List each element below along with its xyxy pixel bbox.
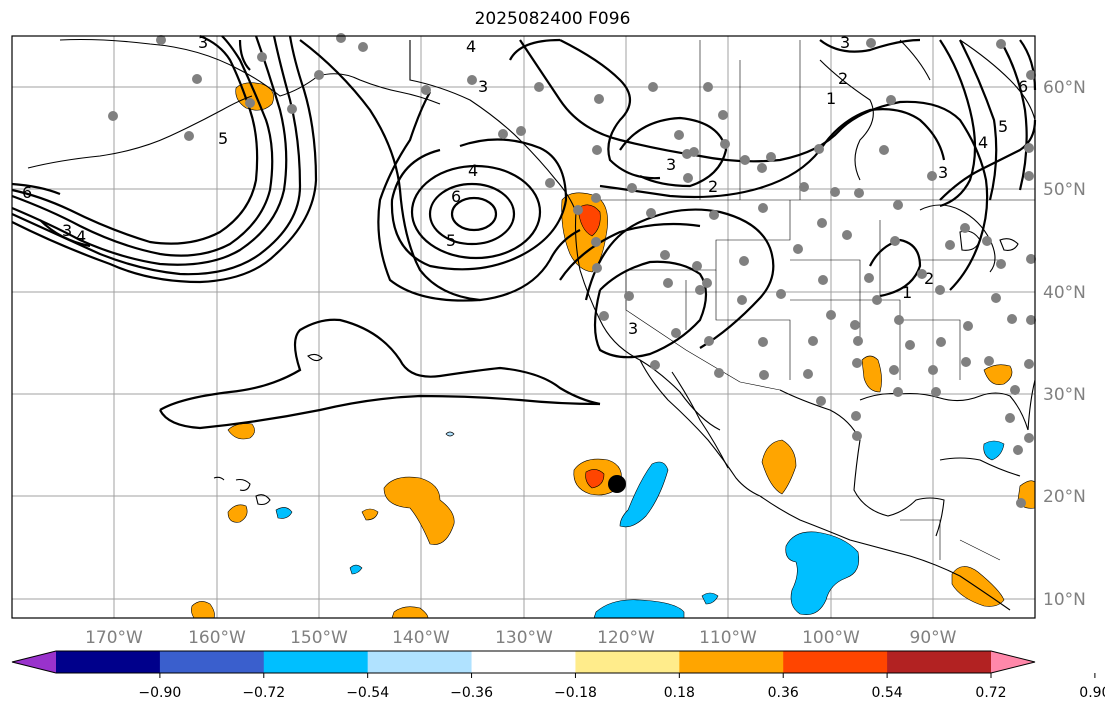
colorbar-swatch <box>367 651 473 673</box>
colorbar-swatch <box>159 651 265 673</box>
colorbar-swatch-extend-low <box>12 651 56 673</box>
lon-label: 100°W <box>802 628 860 648</box>
colorbar-tick-label: −0.36 <box>450 685 493 701</box>
colorbar-swatch <box>679 651 784 673</box>
contour-label: 3 <box>840 33 850 52</box>
map-title: 2025082400 F096 <box>474 9 631 29</box>
contour-label: 3 <box>198 33 208 52</box>
contour-label: 4 <box>466 37 476 56</box>
colorbar-swatch <box>887 651 992 673</box>
longitude-labels: 170°W 160°W 150°W 140°W 130°W 120°W 110°… <box>85 628 957 648</box>
contour-label: 4 <box>468 161 478 180</box>
contour-label: 5 <box>218 129 228 148</box>
contour-label: 3 <box>666 155 676 174</box>
colorbar-tick-label: 0.36 <box>768 685 799 701</box>
colorbar-swatch <box>263 651 369 673</box>
lat-label: 20°N <box>1043 487 1086 507</box>
colorbar-tick-label: 0.72 <box>975 685 1006 701</box>
stations <box>108 33 1036 508</box>
colorbar-swatch <box>471 651 576 673</box>
lon-label: 120°W <box>597 628 655 648</box>
contour-label: 3 <box>938 163 948 182</box>
colorbar-tick-label: −0.90 <box>138 685 181 701</box>
lat-label: 30°N <box>1043 385 1086 405</box>
contour-label: 3 <box>628 319 638 338</box>
lon-label: 140°W <box>392 628 450 648</box>
colorbar-outline <box>11 650 1036 674</box>
contour-label: 5 <box>446 231 456 250</box>
location-marker[interactable] <box>608 475 626 493</box>
contour-label: 6 <box>1018 77 1028 96</box>
colorbar-tick-label: 0.54 <box>872 685 903 701</box>
colorbar-tick-label: 0.90 <box>1079 685 1105 701</box>
lon-label: 150°W <box>290 628 348 648</box>
colorbar-swatch <box>575 651 680 673</box>
lon-label: 130°W <box>495 628 553 648</box>
contour-label: 3 <box>62 221 72 240</box>
contour-label: 6 <box>451 187 461 206</box>
lon-label: 110°W <box>699 628 757 648</box>
contour-label: 2 <box>708 177 718 196</box>
lat-label: 40°N <box>1043 283 1086 303</box>
lon-label: 160°W <box>188 628 246 648</box>
lon-label: 170°W <box>85 628 143 648</box>
colorbar-swatches <box>11 650 1036 674</box>
contour-label-set: 6 3 4 5 3 4 3 4 6 5 3 3 2 2 1 3 3 2 1 4 … <box>22 33 1028 338</box>
contour-label: 5 <box>998 117 1008 136</box>
lon-label: 90°W <box>910 628 957 648</box>
lat-label: 50°N <box>1043 180 1086 200</box>
contour-label: 2 <box>838 69 848 88</box>
contour-label: 6 <box>22 183 32 202</box>
contour-label: 3 <box>478 77 488 96</box>
contour-label: 4 <box>76 227 86 246</box>
colorbar-swatch <box>56 651 161 673</box>
colorbar-ticks: −0.90 −0.72 −0.54 −0.36 −0.18 0.18 0.36 0.54 0.7… <box>138 673 1105 701</box>
contour-label: 4 <box>978 133 988 152</box>
colorbar: −0.90 −0.72 −0.54 −0.36 −0.18 0.18 0.36 0.54 0.7… <box>11 650 1105 701</box>
contour-label: 1 <box>826 89 836 108</box>
colorbar-tick-label: 0.18 <box>664 685 695 701</box>
latitude-labels: 60°N 50°N 40°N 30°N 20°N 10°N <box>1043 78 1086 610</box>
lat-label: 10°N <box>1043 590 1086 610</box>
lat-label: 60°N <box>1043 78 1086 98</box>
colorbar-tick-label: −0.54 <box>346 685 389 701</box>
map-frame <box>11 35 1036 619</box>
colorbar-tick-label: −0.72 <box>242 685 285 701</box>
colorbar-tick-label: −0.18 <box>554 685 597 701</box>
colorbar-swatch-extend-high <box>991 651 1035 673</box>
colorbar-swatch <box>783 651 888 673</box>
contour-label: 2 <box>924 269 934 288</box>
contour-label: 1 <box>902 283 912 302</box>
contour-lines <box>11 34 1037 430</box>
